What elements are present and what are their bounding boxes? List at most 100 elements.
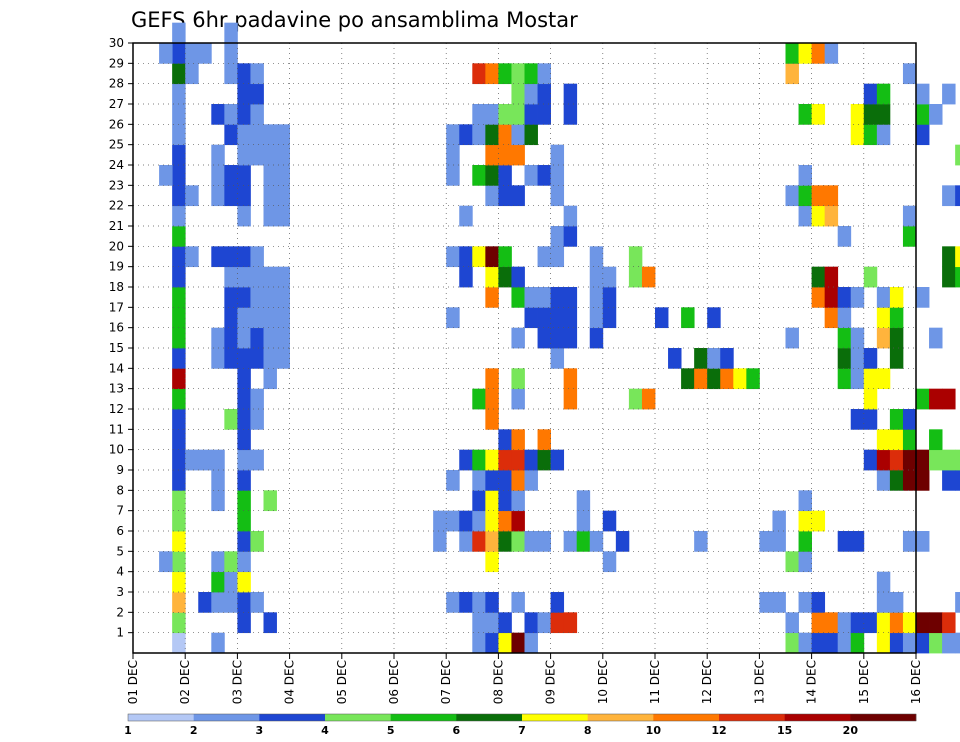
colorbar-label: 6 — [453, 724, 461, 737]
heatmap-cell — [916, 531, 930, 552]
heatmap-cell — [955, 470, 960, 491]
heatmap-cell — [237, 571, 251, 593]
x-tick-label: 11 DEC — [648, 660, 662, 704]
heatmap-cell — [785, 551, 799, 573]
heatmap-cell — [485, 63, 499, 85]
heatmap-cell — [224, 124, 238, 146]
heatmap-cell — [237, 185, 251, 207]
heatmap-cell — [537, 429, 551, 451]
heatmap-cell — [589, 531, 604, 552]
heatmap-cell — [524, 531, 538, 552]
heatmap-cell — [811, 43, 826, 64]
heatmap-cell — [902, 63, 917, 85]
heatmap-cell — [237, 551, 251, 573]
y-tick-label: 10 — [109, 443, 124, 457]
heatmap-cell — [211, 470, 225, 491]
heatmap-cell — [172, 266, 186, 288]
heatmap-cell — [172, 429, 186, 451]
heatmap-cell — [563, 307, 578, 329]
y-axis-ticks: 1234567891011121314151617181920212223242… — [109, 36, 133, 640]
heatmap-cell — [524, 632, 538, 654]
x-tick-label: 05 DEC — [335, 660, 349, 704]
colorbar-swatch — [456, 714, 523, 721]
heatmap-cell — [433, 531, 447, 552]
heatmap-cell — [889, 409, 904, 430]
heatmap-cell — [224, 287, 238, 308]
colorbar-label: 2 — [190, 724, 198, 737]
heatmap-cell — [929, 429, 943, 451]
heatmap-cell — [785, 63, 799, 85]
heatmap-cell — [550, 612, 565, 634]
heatmap-cell — [485, 388, 499, 410]
heatmap-cell — [863, 388, 878, 410]
heatmap-cell — [850, 368, 865, 390]
heatmap-cell — [511, 144, 525, 166]
heatmap-cell — [237, 531, 251, 552]
colorbar-label: 10 — [646, 724, 662, 737]
heatmap-cell — [237, 449, 251, 471]
heatmap-cell — [198, 449, 212, 471]
heatmap-cell — [172, 388, 186, 410]
heatmap-cell — [511, 185, 525, 207]
heatmap-cell — [524, 165, 538, 186]
heatmap-cell — [798, 104, 812, 125]
heatmap-cell — [498, 63, 512, 85]
heatmap-cell — [511, 449, 525, 471]
heatmap-cell — [550, 246, 565, 268]
heatmap-cell — [524, 449, 538, 471]
colorbar-label: 3 — [256, 724, 264, 737]
heatmap-cell — [224, 551, 238, 573]
heatmap-cell — [159, 165, 173, 186]
y-tick-label: 26 — [109, 117, 124, 131]
heatmap-cell — [498, 124, 512, 146]
heatmap-cell — [902, 632, 917, 654]
y-tick-label: 9 — [116, 463, 124, 477]
heatmap-cell — [824, 632, 839, 654]
heatmap-cell — [511, 104, 525, 125]
heatmap-cell — [472, 104, 486, 125]
heatmap-cell — [211, 185, 225, 207]
colorbar-swatch — [587, 714, 654, 721]
heatmap-cell — [811, 592, 826, 613]
heatmap-cell — [837, 327, 852, 349]
heatmap-cell — [602, 266, 617, 288]
heatmap-cell — [172, 124, 186, 146]
heatmap-cell — [955, 246, 960, 268]
heatmap-cell — [498, 449, 512, 471]
heatmap-cell — [550, 185, 565, 207]
heatmap-cell — [785, 185, 799, 207]
heatmap-cell — [955, 144, 960, 166]
heatmap-cell — [537, 449, 551, 471]
heatmap-cell — [942, 246, 956, 268]
colorbar-swatch — [390, 714, 457, 721]
heatmap-cell — [550, 144, 565, 166]
heatmap-cell — [172, 307, 186, 329]
heatmap-cell — [276, 287, 290, 308]
heatmap-cell — [811, 510, 826, 532]
heatmap-cell — [172, 348, 186, 369]
heatmap-cell — [720, 348, 734, 369]
heatmap-cell — [211, 327, 225, 349]
x-tick-label: 04 DEC — [283, 660, 297, 704]
heatmap-cell — [172, 327, 186, 349]
plot-frame — [132, 42, 917, 654]
heatmap-cell — [850, 612, 865, 634]
heatmap-cell — [863, 409, 878, 430]
x-tick-label: 10 DEC — [596, 660, 610, 704]
heatmap-cell — [498, 165, 512, 186]
heatmap-cell — [446, 246, 460, 268]
heatmap-cell — [511, 470, 525, 491]
heatmap-cell — [237, 612, 251, 634]
heatmap-cell — [211, 571, 225, 593]
heatmap-cell — [707, 348, 721, 369]
heatmap-cell — [902, 449, 917, 471]
heatmap-cell — [498, 510, 512, 532]
heatmap-cell — [576, 531, 591, 552]
heatmap-cell — [681, 307, 695, 329]
heatmap-cell — [472, 470, 486, 491]
heatmap-cell — [185, 43, 199, 64]
heatmap-cell — [889, 470, 904, 491]
colorbar-swatch — [128, 714, 194, 721]
heatmap-cell — [929, 327, 943, 349]
heatmap-cell — [537, 63, 551, 85]
